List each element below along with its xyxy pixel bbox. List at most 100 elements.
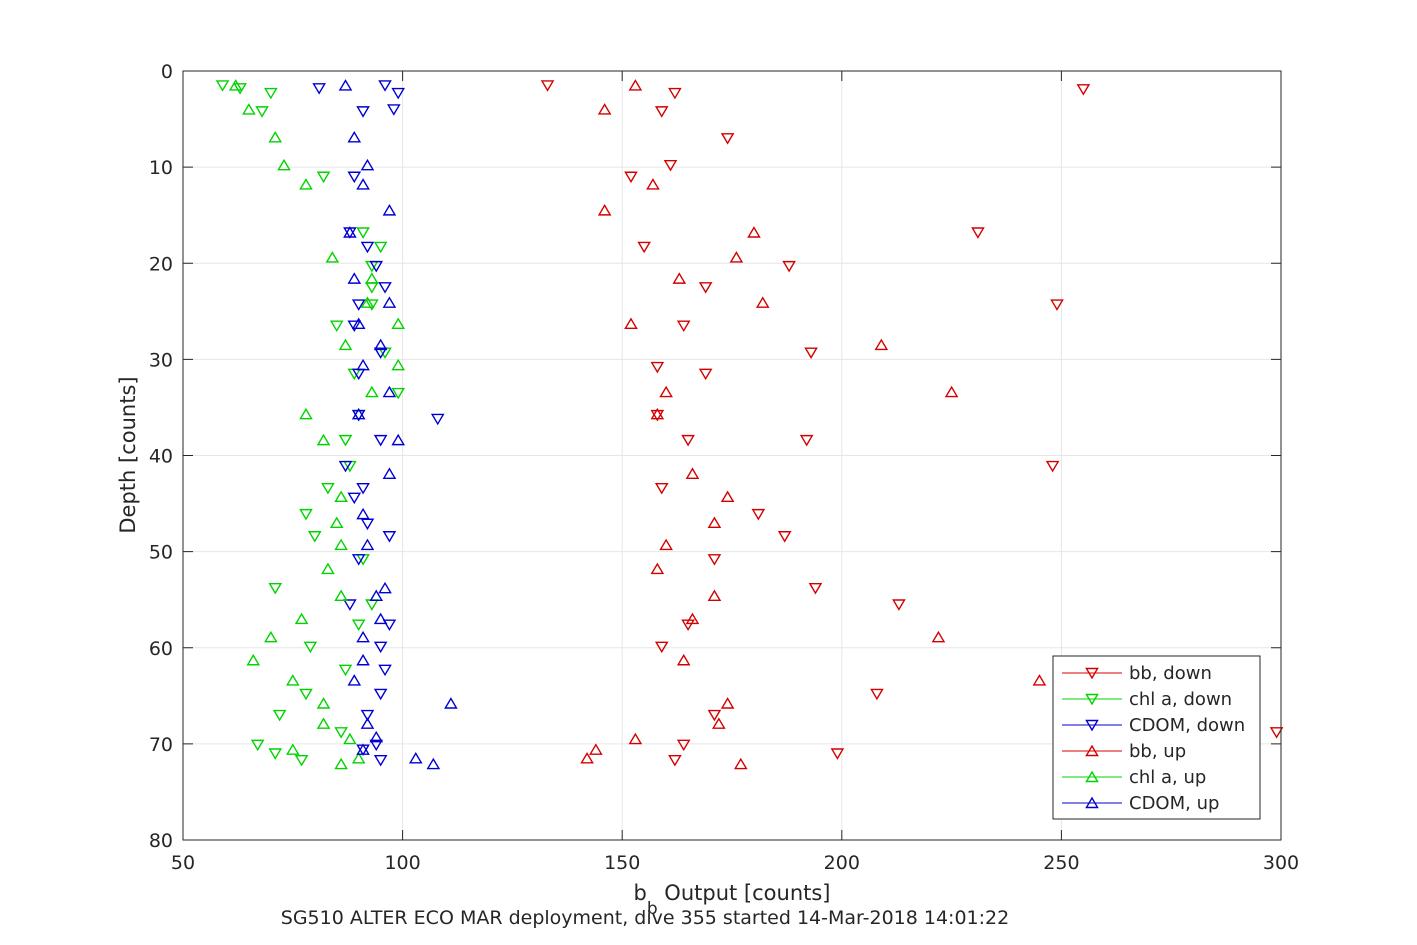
data-point (334, 538, 348, 551)
data-point (316, 717, 331, 729)
y-tick-label: 60 (149, 638, 173, 660)
data-point (391, 433, 406, 446)
data-point (628, 79, 643, 91)
data-point (373, 755, 388, 767)
legend-item: chl a, down (1062, 689, 1232, 710)
legend-item: bb, down (1062, 663, 1212, 684)
data-point (299, 178, 313, 190)
data-point (321, 562, 335, 575)
data-point (360, 296, 375, 308)
data-point (347, 130, 362, 143)
data-point (1045, 460, 1060, 473)
data-point (343, 732, 357, 745)
data-point (944, 385, 959, 398)
x-tick-label: 150 (604, 852, 640, 874)
data-point (316, 433, 331, 446)
data-point (707, 554, 722, 566)
legend-item: bb, up (1062, 741, 1186, 762)
data-point (338, 434, 353, 447)
data-point (382, 619, 397, 632)
y-tick-label: 50 (149, 542, 173, 564)
data-point (659, 385, 673, 398)
data-point (285, 743, 300, 755)
legend-label: chl a, up (1129, 767, 1206, 788)
data-point (747, 226, 761, 238)
data-point (378, 282, 392, 294)
data-point (242, 103, 256, 115)
data-point (268, 582, 283, 595)
data-point (382, 467, 397, 479)
data-point (387, 104, 401, 116)
data-point (351, 554, 366, 566)
legend-label: bb, up (1129, 741, 1186, 762)
data-point (624, 317, 638, 330)
data-point (369, 589, 384, 602)
data-point (373, 688, 388, 701)
series-3 (580, 79, 1047, 770)
data-point (650, 361, 665, 374)
data-point (215, 80, 230, 92)
data-point (597, 204, 612, 216)
data-point (373, 347, 388, 359)
data-point (347, 272, 362, 284)
legend-item: CDOM, down (1062, 715, 1245, 736)
data-point (391, 87, 406, 100)
y-tick-label: 30 (149, 349, 173, 371)
y-axis-label: Depth [counts] (116, 376, 140, 533)
data-point (804, 347, 818, 359)
data-point (712, 717, 726, 729)
data-point (360, 538, 375, 551)
legend-marker (1085, 693, 1099, 706)
data-point (285, 674, 300, 686)
data-point (338, 79, 353, 91)
data-point (777, 531, 792, 543)
data-point (351, 407, 366, 420)
y-tick-label: 80 (149, 830, 173, 852)
data-point (729, 251, 744, 263)
legend-label: CDOM, down (1129, 715, 1245, 736)
y-tick-label: 70 (149, 734, 173, 756)
data-point (365, 272, 379, 284)
data-point (685, 467, 700, 479)
data-point (356, 178, 370, 190)
data-point (830, 748, 845, 760)
data-point (246, 653, 261, 666)
data-point (444, 697, 458, 709)
data-point (870, 688, 884, 701)
data-point (373, 338, 388, 351)
data-point (373, 241, 388, 254)
data-point (268, 130, 283, 143)
legend-box (1052, 655, 1261, 820)
legend-item: chl a, up (1062, 767, 1206, 788)
data-point (347, 320, 362, 333)
data-point (356, 507, 370, 520)
data-point (637, 241, 651, 254)
data-point (351, 317, 366, 330)
data-point (303, 641, 318, 654)
data-point (351, 409, 366, 422)
data-point (334, 727, 348, 739)
data-point (654, 482, 669, 495)
data-point (1076, 84, 1091, 96)
data-point (391, 358, 406, 371)
data-point (294, 612, 309, 625)
data-point (316, 171, 331, 184)
data-point (360, 158, 375, 171)
data-point (799, 434, 814, 447)
data-point (782, 260, 796, 273)
data-point (391, 317, 406, 330)
data-point (426, 757, 441, 770)
data-point (325, 251, 340, 263)
data-point (299, 688, 313, 701)
data-point (373, 434, 388, 447)
data-point (378, 664, 392, 677)
data-point (597, 103, 612, 115)
series-1 (215, 80, 406, 767)
data-point (668, 87, 682, 100)
data-point (676, 320, 691, 333)
data-point (382, 296, 397, 308)
legend-marker (1085, 719, 1099, 732)
data-point (343, 599, 357, 611)
y-tick-label: 0 (161, 61, 173, 83)
